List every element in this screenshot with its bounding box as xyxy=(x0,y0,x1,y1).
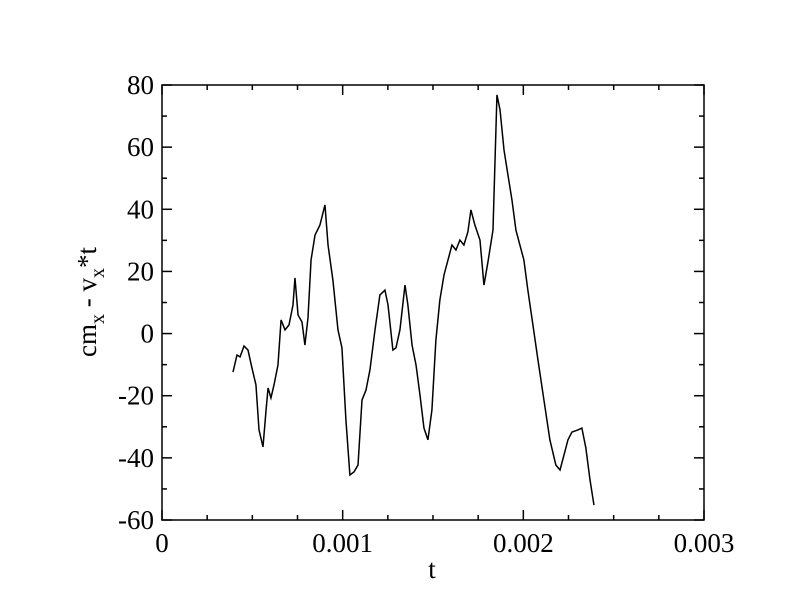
data-line xyxy=(232,94,595,506)
y-label-sub: x xyxy=(87,268,109,278)
x-tick-label: 0.003 xyxy=(674,528,735,558)
y-axis-label: cmx - vx*t xyxy=(72,247,109,358)
y-tick-label: -40 xyxy=(118,443,154,473)
y-tick-label: -20 xyxy=(118,381,154,411)
x-tick-label: 0.002 xyxy=(493,528,554,558)
y-tick-label: -60 xyxy=(118,505,154,535)
plot-frame xyxy=(161,84,705,521)
y-tick-label: 40 xyxy=(127,194,154,224)
y-label-part: cm xyxy=(72,324,102,357)
y-label-sub: x xyxy=(87,314,109,324)
y-tick-label: 20 xyxy=(127,256,154,286)
x-axis-label: t xyxy=(428,554,436,584)
y-tick-label: 0 xyxy=(141,319,155,349)
y-tick-label: 80 xyxy=(127,70,154,100)
y-label-part: - v xyxy=(72,278,102,314)
y-tick-label: 60 xyxy=(127,132,154,162)
y-label-part: *t xyxy=(72,247,102,269)
x-tick-label: 0.001 xyxy=(312,528,373,558)
x-tick-label: 0 xyxy=(155,528,169,558)
